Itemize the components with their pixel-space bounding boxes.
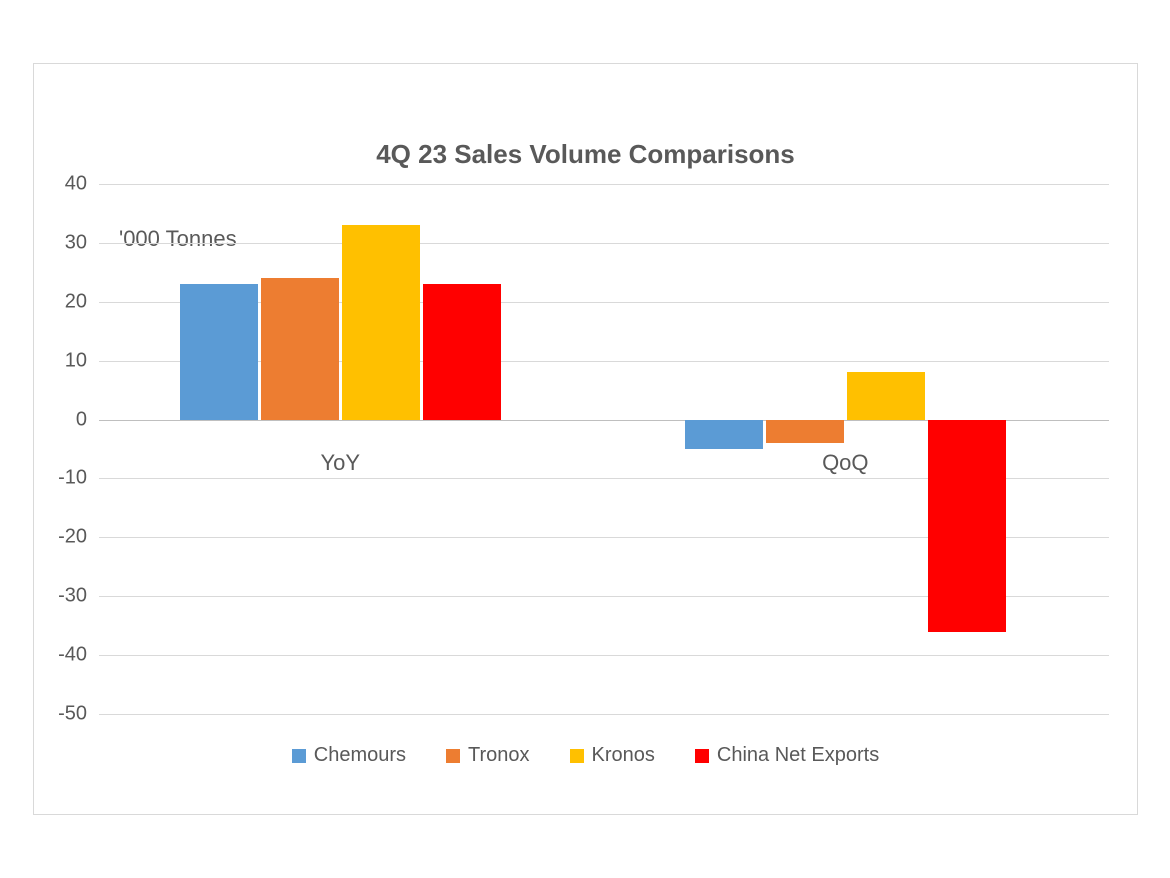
y-tick-label: 30: [65, 231, 87, 254]
legend-item: Tronox: [446, 744, 530, 767]
y-tick-label: -10: [58, 467, 87, 490]
y-tick-label: -50: [58, 703, 87, 726]
bar: [685, 420, 763, 449]
grid-line: [99, 184, 1109, 185]
legend-label: Kronos: [592, 744, 655, 767]
y-tick-label: -30: [58, 585, 87, 608]
chart-title: 4Q 23 Sales Volume Comparisons: [34, 139, 1137, 170]
bar: [847, 372, 925, 419]
bar: [342, 225, 420, 419]
legend-item: China Net Exports: [695, 744, 879, 767]
y-tick-label: 10: [65, 349, 87, 372]
category-label: QoQ: [822, 450, 868, 476]
legend-swatch: [570, 749, 584, 763]
y-tick-label: 40: [65, 173, 87, 196]
bar: [423, 284, 501, 419]
bar: [180, 284, 258, 419]
legend-label: China Net Exports: [717, 744, 879, 767]
grid-line: [99, 655, 1109, 656]
bar: [928, 420, 1006, 632]
legend-item: Chemours: [292, 744, 406, 767]
legend-label: Tronox: [468, 744, 530, 767]
legend: Chemours Tronox Kronos China Net Exports: [34, 744, 1137, 767]
plot-area: '000 Tonnes -50-40-30-20-10010203040YoYQ…: [99, 184, 1109, 714]
y-tick-label: -20: [58, 526, 87, 549]
legend-swatch: [695, 749, 709, 763]
bar: [261, 278, 339, 419]
chart-frame: 4Q 23 Sales Volume Comparisons '000 Tonn…: [33, 63, 1138, 815]
legend-label: Chemours: [314, 744, 406, 767]
legend-swatch: [292, 749, 306, 763]
grid-line: [99, 714, 1109, 715]
grid-line: [99, 243, 1109, 244]
y-tick-label: -40: [58, 644, 87, 667]
bar: [766, 420, 844, 444]
legend-item: Kronos: [570, 744, 655, 767]
legend-swatch: [446, 749, 460, 763]
y-tick-label: 20: [65, 290, 87, 313]
y-tick-label: 0: [76, 408, 87, 431]
chart-subtitle: '000 Tonnes: [119, 226, 237, 252]
category-label: YoY: [321, 450, 361, 476]
